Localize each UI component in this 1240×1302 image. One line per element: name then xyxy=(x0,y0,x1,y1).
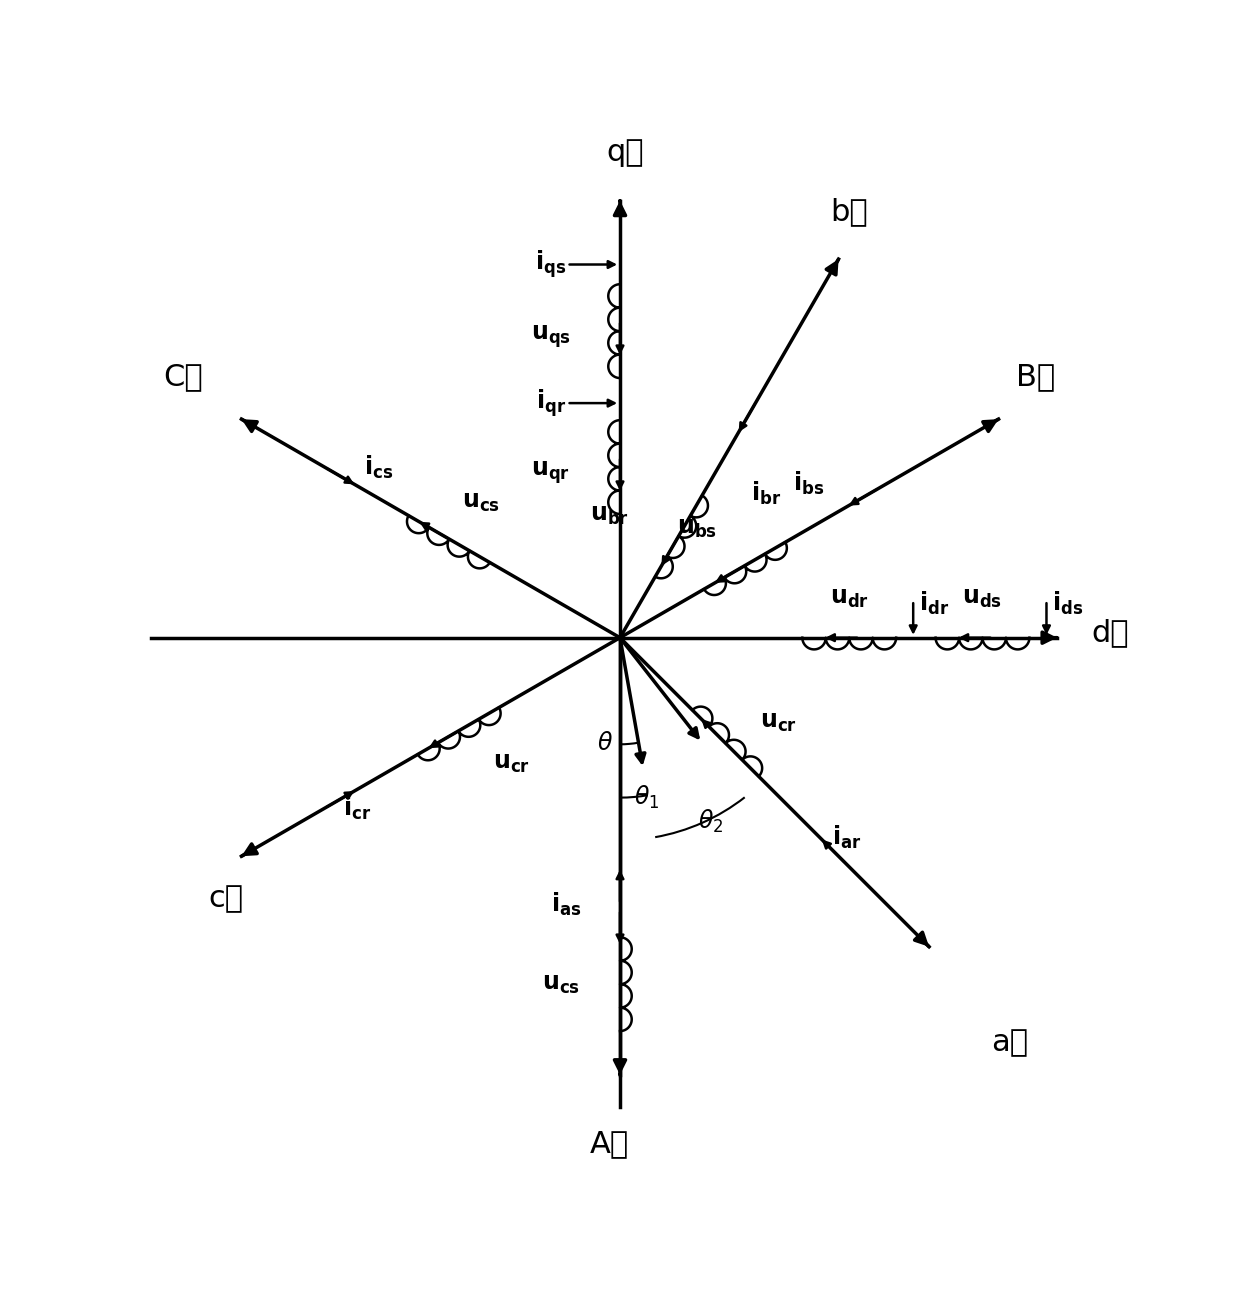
Text: b轴: b轴 xyxy=(831,197,868,225)
Text: $\mathbf{i_{qs}}$: $\mathbf{i_{qs}}$ xyxy=(534,249,567,280)
Text: $\mathbf{i_{as}}$: $\mathbf{i_{as}}$ xyxy=(552,891,582,918)
Text: $\mathbf{u_{ds}}$: $\mathbf{u_{ds}}$ xyxy=(962,586,1002,609)
Text: $\theta_1$: $\theta_1$ xyxy=(635,784,660,811)
Text: $\mathbf{i_{cs}}$: $\mathbf{i_{cs}}$ xyxy=(363,453,393,480)
Text: $\mathbf{i_{bs}}$: $\mathbf{i_{bs}}$ xyxy=(792,470,825,496)
Text: $\mathbf{i_{cr}}$: $\mathbf{i_{cr}}$ xyxy=(343,794,371,822)
Text: $\mathbf{u_{dr}}$: $\mathbf{u_{dr}}$ xyxy=(830,586,869,609)
Text: B轴: B轴 xyxy=(1017,362,1055,391)
Text: $\mathbf{u_{cr}}$: $\mathbf{u_{cr}}$ xyxy=(494,751,531,775)
Text: $\theta$: $\theta$ xyxy=(598,732,613,755)
Text: $\mathbf{i_{ar}}$: $\mathbf{i_{ar}}$ xyxy=(832,824,862,852)
Text: C轴: C轴 xyxy=(162,362,202,391)
Text: c轴: c轴 xyxy=(208,884,243,914)
Text: $\mathbf{i_{dr}}$: $\mathbf{i_{dr}}$ xyxy=(919,590,950,617)
Text: A轴: A轴 xyxy=(590,1130,629,1159)
Text: $\mathbf{i_{br}}$: $\mathbf{i_{br}}$ xyxy=(751,480,781,506)
Text: $\mathbf{u_{cs}}$: $\mathbf{u_{cs}}$ xyxy=(542,973,580,996)
Text: q轴: q轴 xyxy=(606,138,644,167)
Text: $\mathbf{u_{bs}}$: $\mathbf{u_{bs}}$ xyxy=(677,517,717,540)
Text: a轴: a轴 xyxy=(991,1029,1028,1057)
Text: $\mathbf{i_{ds}}$: $\mathbf{i_{ds}}$ xyxy=(1053,590,1084,617)
Text: $\mathbf{u_{qs}}$: $\mathbf{u_{qs}}$ xyxy=(531,323,570,350)
Text: $\mathbf{u_{cs}}$: $\mathbf{u_{cs}}$ xyxy=(463,490,500,514)
Text: $\mathbf{i_{qr}}$: $\mathbf{i_{qr}}$ xyxy=(536,387,565,419)
Text: $\mathbf{u_{qr}}$: $\mathbf{u_{qr}}$ xyxy=(531,460,570,486)
Text: $\mathbf{u_{cr}}$: $\mathbf{u_{cr}}$ xyxy=(760,710,797,734)
Text: d轴: d轴 xyxy=(1091,618,1130,647)
Text: $\mathbf{u_{br}}$: $\mathbf{u_{br}}$ xyxy=(590,503,629,527)
Text: $\theta_2$: $\theta_2$ xyxy=(698,807,724,835)
